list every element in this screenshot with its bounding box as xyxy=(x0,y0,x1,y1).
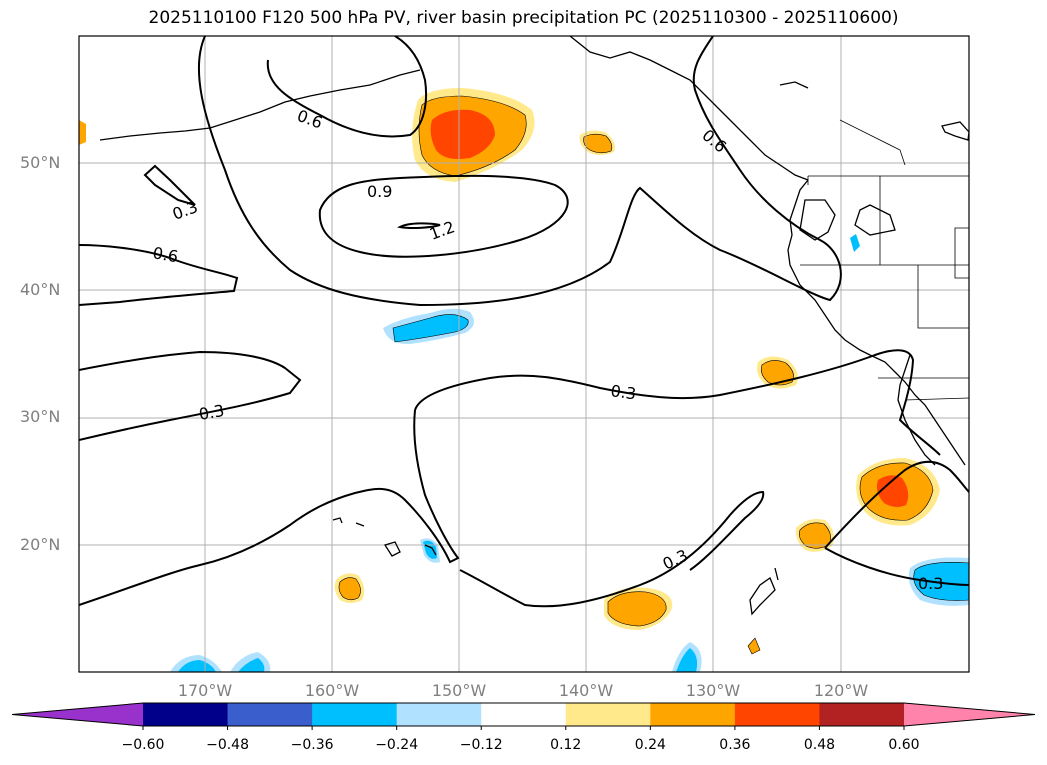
colorbar-tick-label: 0.48 xyxy=(803,737,836,753)
latitude-label: 40°N xyxy=(20,280,61,299)
colorbar-tick-label: −0.36 xyxy=(290,737,334,753)
contour-label: 0.3 xyxy=(660,546,691,574)
latitude-label: 30°N xyxy=(20,407,61,426)
contour-label: 0.3 xyxy=(609,381,637,403)
longitude-label: 160°W xyxy=(304,681,360,700)
colorbar-tick-label: −0.12 xyxy=(459,737,503,753)
pv-contour-0.3-west-upper xyxy=(143,164,196,206)
contour-label: 0.6 xyxy=(151,243,179,266)
colorbar-tick-label: 0.12 xyxy=(550,737,582,753)
contour-label: 0.6 xyxy=(295,106,325,133)
pv-contours xyxy=(79,36,969,608)
colorbar-segment xyxy=(312,703,398,726)
map-title: 2025110100 F120 500 hPa PV, river basin … xyxy=(148,8,899,28)
pv-contour-0.6-north xyxy=(197,36,842,307)
longitude-label: 130°W xyxy=(685,681,741,700)
pv-contour-0.3-south xyxy=(459,490,765,608)
colorbar-extend-low xyxy=(12,703,143,726)
colorbar-segment xyxy=(143,703,229,726)
precipitation-shading xyxy=(79,88,969,672)
contour-label: 0.3 xyxy=(170,197,200,224)
colorbar-extend-high xyxy=(904,703,1035,726)
contour-label: 0.9 xyxy=(367,182,392,201)
latitude-label: 50°N xyxy=(20,153,61,172)
pv-precip-map: 0.6 0.9 1.2 0.3 0.6 0.3 0.3 0.3 0.6 0.3 xyxy=(78,35,970,673)
colorbar-segment xyxy=(565,703,651,726)
pv-contour-0.3-southeast-lower xyxy=(824,547,969,586)
colorbar-segment xyxy=(481,703,567,726)
colorbar-outline xyxy=(11,702,1036,727)
colorbar-segment xyxy=(227,703,313,726)
pv-contour-0.3-west-lower xyxy=(79,350,302,441)
pv-contour-0.3-loop xyxy=(79,409,460,606)
pv-contour-0.3-central xyxy=(414,349,941,456)
colorbar-segment xyxy=(819,703,905,726)
colorbar-tick-label: −0.60 xyxy=(121,737,165,753)
colorbar-segment xyxy=(650,703,736,726)
contour-label: 0.3 xyxy=(197,401,225,424)
longitude-label: 140°W xyxy=(558,681,614,700)
colorbar-tick-label: −0.48 xyxy=(206,737,249,753)
political-borders xyxy=(800,119,969,401)
colorbar-tick-label: −0.24 xyxy=(375,737,419,753)
colorbar-segment xyxy=(396,703,482,726)
pv-contour-0.3-southeast xyxy=(824,460,969,549)
coastlines xyxy=(99,36,969,616)
pv-contour-1.2 xyxy=(396,222,441,230)
pv-contour-0.6-arc xyxy=(266,36,428,138)
map-frame xyxy=(78,35,970,673)
colorbar-tick-label: 0.36 xyxy=(719,737,751,753)
longitude-label: 170°W xyxy=(177,681,233,700)
contour-label: 0.6 xyxy=(698,126,730,157)
latitude-label: 20°N xyxy=(20,535,61,554)
pv-contour-0.6-west xyxy=(79,244,239,306)
contour-label: 1.2 xyxy=(427,217,457,244)
colorbar-tick-label: 0.24 xyxy=(634,737,666,753)
pv-contour-0.9 xyxy=(318,174,569,258)
graticule xyxy=(79,36,969,672)
contour-label: 0.3 xyxy=(918,574,943,593)
longitude-label: 120°W xyxy=(813,681,869,700)
longitude-label: 150°W xyxy=(431,681,487,700)
colorbar-segment xyxy=(734,703,820,726)
colorbar-tick-label: 0.60 xyxy=(888,737,920,753)
colorbar-segments xyxy=(11,702,1036,730)
